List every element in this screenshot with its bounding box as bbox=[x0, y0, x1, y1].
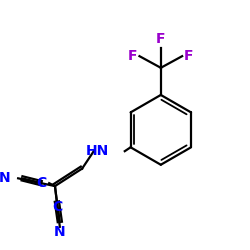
Text: F: F bbox=[156, 32, 166, 46]
Text: N: N bbox=[0, 171, 10, 185]
Text: C: C bbox=[52, 200, 62, 214]
Text: F: F bbox=[184, 49, 194, 63]
Text: HN: HN bbox=[86, 144, 109, 158]
Text: F: F bbox=[128, 49, 138, 63]
Text: C: C bbox=[36, 176, 46, 190]
Text: N: N bbox=[54, 225, 66, 239]
